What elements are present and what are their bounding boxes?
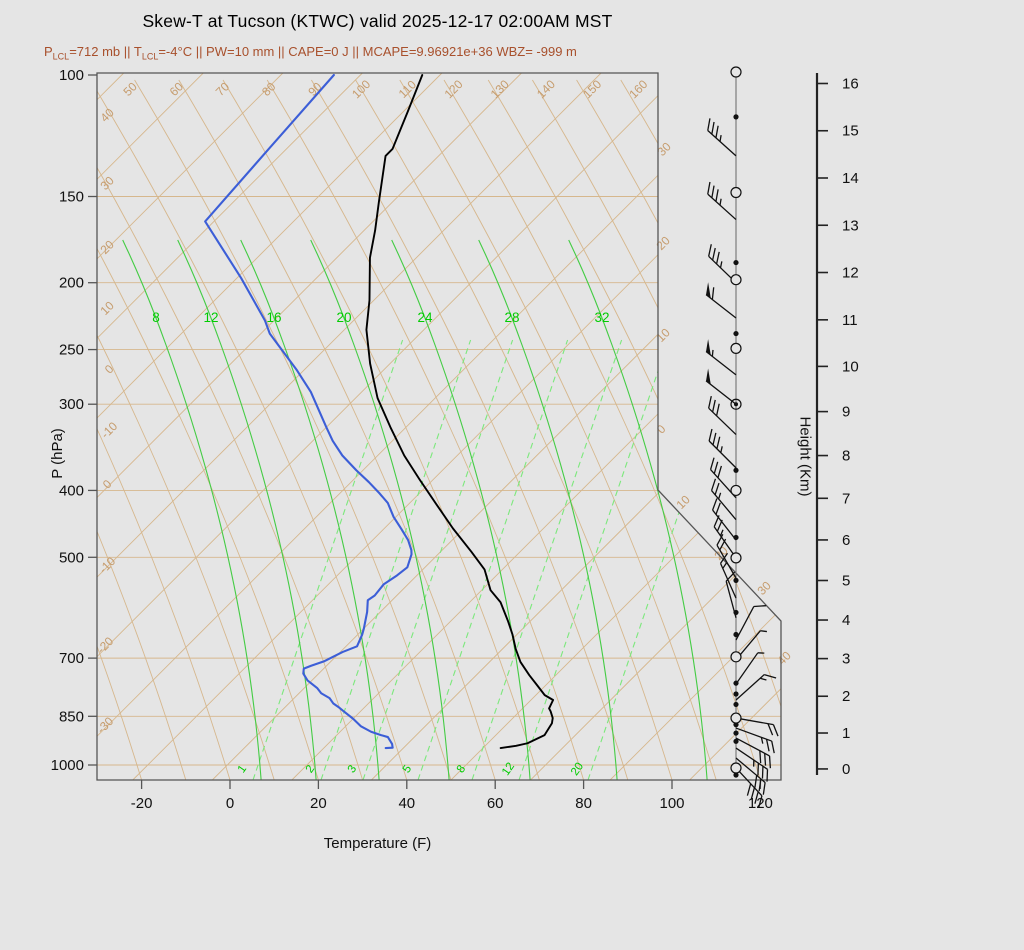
line-labels: 50 60 70 80 90 100 110 120 130 140 150 160403020100… [94,77,794,778]
height-axis-title: Height (Km) [796,416,814,497]
svg-text:0: 0 [226,795,234,812]
plot-frame [96,72,782,781]
moist-adiabat-lines [122,239,708,780]
svg-text:28: 28 [504,310,519,325]
svg-text:100: 100 [59,67,84,84]
svg-text:3: 3 [842,651,850,668]
svg-text:4: 4 [842,612,850,629]
svg-text:12: 12 [203,310,218,325]
svg-text:40: 40 [774,648,794,668]
svg-text:300: 300 [59,396,84,413]
page-title: Skew-T at Tucson (KTWC) valid 2025-12-17… [142,11,613,31]
pressure-axis-title: P (hPa) [48,428,66,479]
sounding-parameters: PLCL=712 mb || TLCL=-4°C || PW=10 mm || … [44,44,577,62]
svg-text:150: 150 [59,189,84,206]
wind-barbs [705,66,779,808]
mixing-ratio-lines [252,339,739,780]
svg-text:700: 700 [59,650,84,667]
svg-text:60: 60 [167,79,187,99]
svg-text:0: 0 [842,761,850,778]
svg-text:130: 130 [488,77,512,101]
svg-text:5: 5 [842,572,850,589]
svg-text:14: 14 [842,170,859,187]
svg-text:24: 24 [417,310,433,325]
isobar-lines [97,196,781,766]
temperature-curve [365,74,555,749]
svg-text:50: 50 [120,79,140,99]
svg-text:120: 120 [442,77,466,101]
svg-text:-20: -20 [131,795,153,812]
svg-text:40: 40 [97,105,117,125]
svg-text:6: 6 [842,532,850,549]
svg-text:0: 0 [102,362,117,377]
svg-text:80: 80 [575,795,592,812]
svg-text:2: 2 [842,688,850,705]
svg-text:200: 200 [59,275,84,292]
svg-text:70: 70 [213,79,233,99]
pressure-axis: 100 150 200 250 300 400 500 700 850 1000 [51,67,97,774]
svg-text:13: 13 [842,217,859,234]
svg-text:100: 100 [659,795,684,812]
svg-text:160: 160 [626,77,650,101]
svg-text:20: 20 [569,761,586,778]
svg-text:20: 20 [310,795,327,812]
svg-text:16: 16 [842,75,859,92]
svg-text:60: 60 [487,795,504,812]
svg-text:10: 10 [653,325,673,345]
svg-text:140: 140 [534,77,558,101]
svg-text:250: 250 [59,342,84,359]
svg-text:20: 20 [653,233,673,253]
svg-text:15: 15 [842,123,859,140]
svg-text:11: 11 [842,312,858,329]
svg-text:40: 40 [398,795,415,812]
svg-text:8: 8 [152,310,160,325]
dewpoint-curve [204,73,413,750]
svg-text:1: 1 [842,725,850,742]
svg-text:9: 9 [842,404,850,421]
svg-text:100: 100 [349,77,373,101]
svg-text:20: 20 [336,310,351,325]
svg-text:400: 400 [59,482,84,499]
svg-text:1000: 1000 [51,757,84,774]
svg-text:7: 7 [842,490,850,507]
svg-text:80: 80 [259,79,279,99]
isotherm-lines [97,73,781,780]
svg-text:32: 32 [594,310,609,325]
svg-text:0: 0 [100,477,115,492]
svg-text:10: 10 [842,358,859,375]
svg-text:8: 8 [842,448,850,465]
temperature-axis: -20020406080100120 [131,780,773,812]
svg-text:12: 12 [500,761,517,778]
svg-text:20: 20 [97,237,117,257]
svg-text:0: 0 [654,422,669,437]
svg-text:16: 16 [266,310,281,325]
svg-text:500: 500 [59,549,84,566]
temperature-axis-title: Temperature (F) [323,835,432,852]
svg-text:30: 30 [754,578,774,598]
svg-text:150: 150 [580,77,604,101]
svg-text:850: 850 [59,708,84,725]
svg-text:10: 10 [97,298,117,318]
svg-text:12: 12 [842,265,859,282]
